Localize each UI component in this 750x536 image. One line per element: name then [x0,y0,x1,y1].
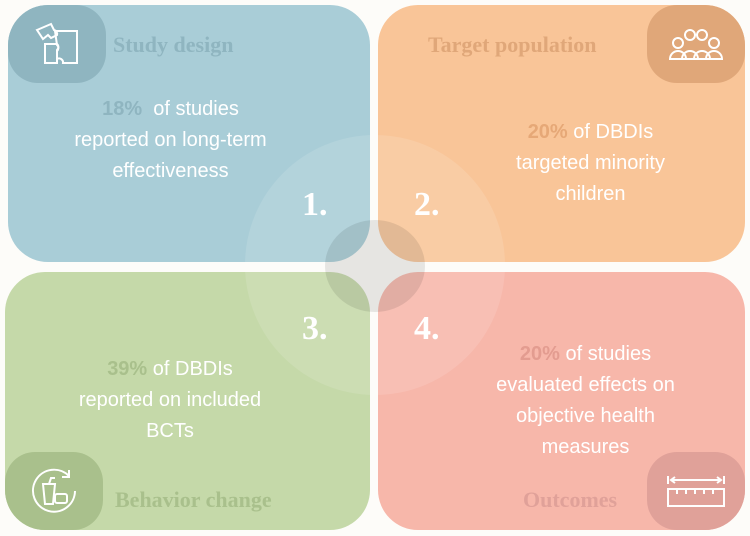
card-behavior-change: Behavior change 39% of DBDIs reported on… [5,272,370,530]
card-outcomes: Outcomes 20% of studies evaluated effect… [378,272,745,530]
card-number: 3. [302,310,328,347]
group-people-icon [668,29,724,60]
card-text: 18% of studies reported on long-term eff… [48,94,293,187]
stat: 39% [107,358,148,380]
text-line: reported on long-term [74,129,267,151]
text-line: effectiveness [112,160,229,182]
text-line: reported on included [78,389,262,411]
text-line: of DBDIs [152,358,233,380]
text-line: BCTs [146,420,194,442]
card-text: 39% of DBDIs reported on included BCTs [50,354,290,447]
stat: 20% [527,121,568,143]
card-number: 4. [414,310,440,347]
card-target-population: Target population 20% of DBDIs targeted … [378,5,745,262]
card-study-design: Study design 18% of studies reported on … [8,5,370,262]
card-number: 1. [302,186,328,223]
icon-box [647,452,745,530]
text-line: objective health [516,405,655,427]
card-title: Outcomes [523,487,618,512]
icon-box [8,5,106,83]
icon-box [647,5,745,83]
card-title: Target population [428,32,597,57]
card-text: 20% of studies evaluated effects on obje… [473,339,698,463]
card-title: Behavior change [115,487,272,512]
text-line: measures [541,436,630,458]
card-text: 20% of DBDIs targeted minority children [473,117,708,210]
text-line: children [555,183,626,205]
center-circle [245,135,505,395]
stat: 18% [102,98,143,120]
stat: 20% [519,343,560,365]
text-line: of studies [565,343,652,365]
ruler-icon [667,476,725,507]
puzzle-icon [35,22,78,64]
text-line: of DBDIs [573,121,654,143]
text-line: of studies [153,98,239,120]
center-inner-circle [325,220,425,312]
text-line: evaluated effects on [496,374,675,396]
card-number: 2. [414,186,440,223]
food-cycle-icon [32,468,76,513]
icon-box [5,452,103,530]
text-line: targeted minority [516,152,665,174]
card-title: Study design [113,32,234,57]
